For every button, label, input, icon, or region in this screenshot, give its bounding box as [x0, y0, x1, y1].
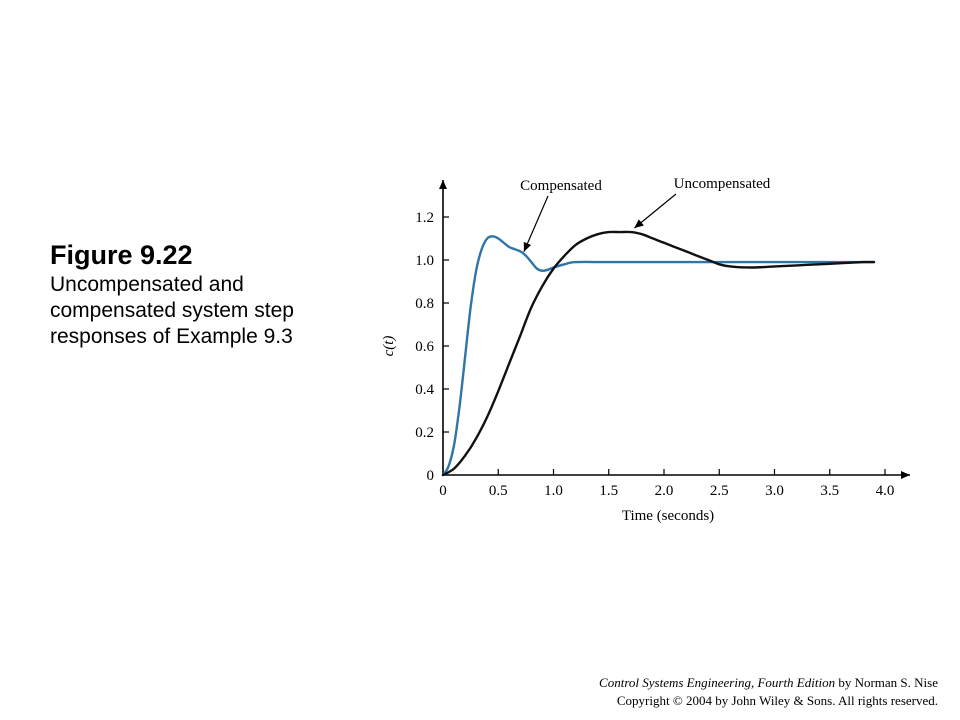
uncompensated-label: Uncompensated [674, 176, 771, 192]
x-tick-label: 0.5 [489, 483, 508, 499]
x-tick-label: 4.0 [876, 483, 895, 499]
annotation-arrow [633, 193, 677, 229]
y-tick-label: 0.6 [415, 339, 434, 355]
y-tick-label: 1.2 [415, 210, 434, 226]
y-tick-label: 0.2 [415, 425, 434, 441]
x-tick-label: 1.5 [599, 483, 618, 499]
y-tick-label: 1.0 [415, 253, 434, 269]
annotation-arrow [523, 195, 549, 252]
compensated-label: Compensated [520, 178, 602, 194]
y-tick-label: 0.8 [415, 296, 434, 312]
figure-title: Figure 9.22 [50, 240, 193, 270]
ticks: 0 0.5 1.0 1.5 2.0 2.5 3.0 3.5 4.0 0 0.2 0.4 0.6 0.8 1.… [415, 210, 894, 499]
y-axis-label: c(t) [381, 336, 397, 357]
book-author: by Norman S. Nise [835, 675, 938, 690]
figure-description: Uncompensated and compensated system ste… [50, 273, 294, 348]
x-tick-label: 3.0 [765, 483, 784, 499]
footer-book-line: Control Systems Engineering, Fourth Edit… [599, 674, 938, 692]
book-title: Control Systems Engineering, Fourth Edit… [599, 675, 836, 690]
x-tick-label: 2.0 [655, 483, 674, 499]
series-compensated-line [441, 235, 876, 477]
annotations: Compensated Uncompensated [520, 176, 771, 252]
footer: Control Systems Engineering, Fourth Edit… [599, 674, 938, 710]
x-axis-label: Time (seconds) [622, 508, 714, 524]
series-uncompensated-line [441, 230, 876, 477]
x-tick-label: 3.5 [820, 483, 839, 499]
footer-copyright: Copyright © 2004 by John Wiley & Sons. A… [616, 693, 938, 708]
x-tick-label: 2.5 [710, 483, 729, 499]
x-tick-label: 0 [439, 483, 447, 499]
x-tick-label: 1.0 [544, 483, 563, 499]
series-lines [441, 230, 876, 477]
figure-caption: Figure 9.22 Uncompensated and compensate… [50, 238, 320, 350]
y-tick-label: 0.4 [415, 382, 434, 398]
axes [439, 180, 910, 479]
y-tick-label: 0 [427, 468, 435, 484]
